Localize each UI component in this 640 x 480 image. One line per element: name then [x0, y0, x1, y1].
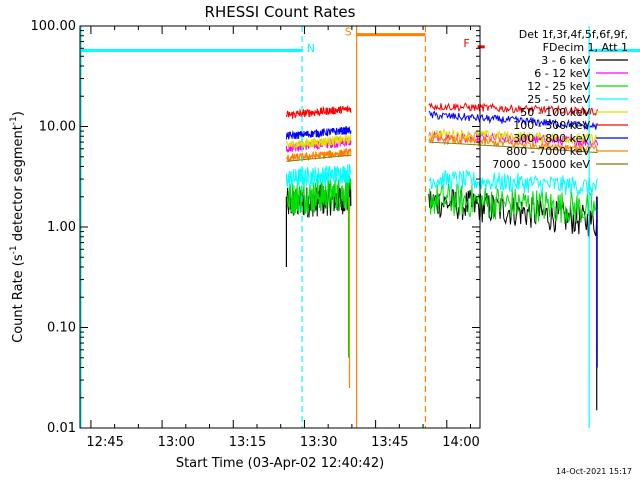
data-series-group: [285, 102, 599, 411]
series-segment: [428, 102, 599, 117]
legend-label: 300 - 800 keV: [513, 132, 590, 145]
series-segment: [285, 133, 352, 151]
series-segment: [428, 169, 599, 196]
series-line: [285, 102, 599, 120]
x-axis-title: Start Time (03-Apr-02 12:40:42): [176, 456, 384, 471]
x-tick-label: 13:45: [371, 435, 408, 450]
footer-timestamp: 14-Oct-2021 15:17: [556, 467, 632, 476]
y-tick-label: 0.01: [47, 421, 76, 436]
series-segment: [428, 141, 598, 154]
x-tick-label: 13:00: [158, 435, 195, 450]
state-label: N: [307, 42, 315, 55]
y-tick-label: 100.00: [31, 19, 77, 34]
series-line: [285, 127, 599, 151]
annotation-group: N S F: [80, 26, 640, 428]
series-segment: [286, 154, 351, 162]
x-tick-label: 12:45: [86, 435, 123, 450]
series-segment: [428, 110, 598, 131]
series-segment: [428, 127, 599, 145]
y-axis-title-sup: -1: [9, 116, 19, 125]
y-axis-title: Count Rate (s-1 detector segment-1): [9, 111, 26, 343]
series-line: [285, 110, 598, 140]
series-segment: [428, 183, 599, 225]
x-tick-label: 13:15: [229, 435, 266, 450]
y-axis-title-part: Count Rate (s: [11, 254, 26, 343]
legend-header-line: FDecim 1, Att 1: [543, 41, 628, 54]
legend: Det 1f,3f,4f,5f,6f,9f, FDecim 1, Att 1 3…: [492, 28, 628, 171]
legend-label: 800 - 7000 keV: [506, 145, 590, 158]
series-line: [285, 164, 599, 196]
y-axis-title-part: ): [11, 111, 26, 116]
plot-frame: [79, 25, 481, 429]
y-tick-label: 10.00: [39, 120, 76, 135]
y-tick-label: 0.10: [47, 321, 76, 336]
y-tick-label: 1.00: [47, 220, 76, 235]
legend-label: 25 - 50 keV: [527, 93, 590, 106]
series-segment: [428, 134, 599, 153]
state-label: F: [463, 37, 469, 50]
x-tick-label: 13:30: [300, 435, 337, 450]
legend-header-line: Det 1f,3f,4f,5f,6f,9f,: [519, 28, 628, 41]
state-label: S: [345, 26, 352, 39]
series-line: [286, 134, 599, 162]
series-segment: [286, 147, 352, 162]
x-axis-ticks: 12:45 13:00 13:15 13:30 13:45 14:00: [86, 26, 480, 450]
x-tick-label: 14:00: [442, 435, 479, 450]
legend-label: 3 - 6 keV: [541, 54, 590, 67]
legend-label: 100 - 300 keV: [513, 119, 590, 132]
y-axis-ticks: 100.00 10.00 1.00 0.10 0.01: [31, 19, 480, 436]
legend-label: 50 - 100 keV: [520, 106, 590, 119]
series-line: [286, 141, 598, 162]
series-segment: [285, 125, 352, 140]
legend-label: 6 - 12 keV: [534, 67, 590, 80]
y-axis-title-sup: -1: [9, 245, 19, 254]
y-axis-title-part: detector segment: [11, 125, 26, 245]
legend-label: 7000 - 15000 keV: [492, 158, 590, 171]
chart-title: RHESSI Count Rates: [205, 3, 356, 21]
legend-label: 12 - 25 keV: [527, 80, 590, 93]
series-segment: [285, 164, 352, 188]
series-segment: [285, 105, 352, 120]
